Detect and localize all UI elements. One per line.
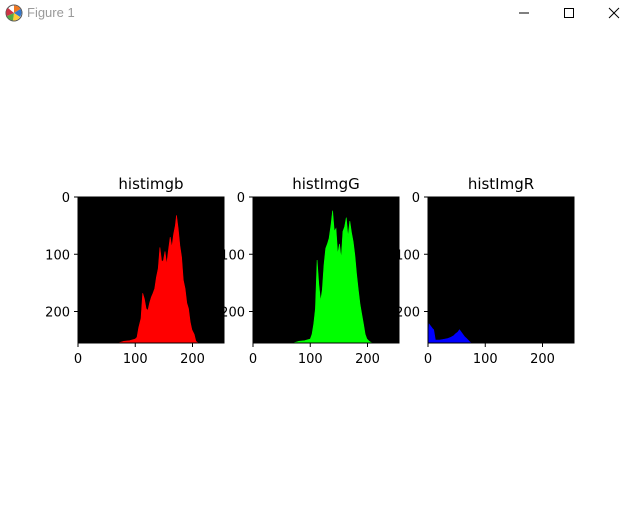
subplot-title: histImgR bbox=[468, 175, 534, 193]
histogram-area bbox=[253, 210, 399, 344]
title-bar: Figure 1 bbox=[0, 0, 635, 26]
axes-frame bbox=[77, 196, 225, 344]
axes-frame bbox=[427, 196, 575, 344]
matplotlib-logo-icon bbox=[5, 4, 23, 22]
histogram-area bbox=[427, 323, 574, 344]
x-tick-label: 0 bbox=[249, 352, 257, 367]
axes-frame bbox=[252, 196, 400, 344]
histogram-area bbox=[78, 215, 224, 344]
x-tick-label: 100 bbox=[123, 352, 148, 367]
subplot-title: histImgG bbox=[292, 175, 360, 193]
subplot-3: histImgR 0 100 200 0 100 200 bbox=[395, 175, 575, 367]
x-tick-label: 0 bbox=[424, 352, 432, 367]
y-tick-label: 100 bbox=[45, 248, 70, 263]
y-tick-label: 0 bbox=[237, 191, 245, 206]
minimize-icon bbox=[519, 12, 529, 14]
subplot-1: histimgb 0 100 200 0 100 200 bbox=[45, 175, 225, 367]
close-button[interactable] bbox=[591, 0, 635, 26]
figure-svg: histimgb 0 100 200 0 100 200 histImgG 0 100 200 0 10… bbox=[45, 175, 575, 367]
y-tick-label: 200 bbox=[45, 306, 70, 321]
plot-background bbox=[428, 197, 574, 343]
maximize-icon bbox=[564, 8, 574, 18]
subplot-title: histimgb bbox=[118, 175, 183, 193]
y-tick-label: 0 bbox=[62, 191, 70, 206]
x-tick-label: 100 bbox=[298, 352, 323, 367]
y-tick-label: 200 bbox=[220, 306, 245, 321]
minimize-button[interactable] bbox=[501, 0, 547, 26]
x-tick-label: 200 bbox=[355, 352, 380, 367]
y-tick-label: 100 bbox=[220, 248, 245, 263]
y-tick-label: 200 bbox=[395, 306, 420, 321]
close-icon bbox=[608, 7, 620, 19]
figure-canvas: histimgb 0 100 200 0 100 200 histImgG 0 100 200 0 10… bbox=[0, 26, 635, 508]
x-tick-label: 100 bbox=[473, 352, 498, 367]
x-tick-label: 200 bbox=[180, 352, 205, 367]
window-title: Figure 1 bbox=[27, 5, 75, 20]
subplot-2: histImgG 0 100 200 0 100 200 bbox=[220, 175, 400, 367]
x-tick-label: 200 bbox=[530, 352, 555, 367]
maximize-button[interactable] bbox=[546, 0, 592, 26]
y-tick-label: 100 bbox=[395, 248, 420, 263]
y-tick-label: 0 bbox=[412, 191, 420, 206]
x-tick-label: 0 bbox=[74, 352, 82, 367]
